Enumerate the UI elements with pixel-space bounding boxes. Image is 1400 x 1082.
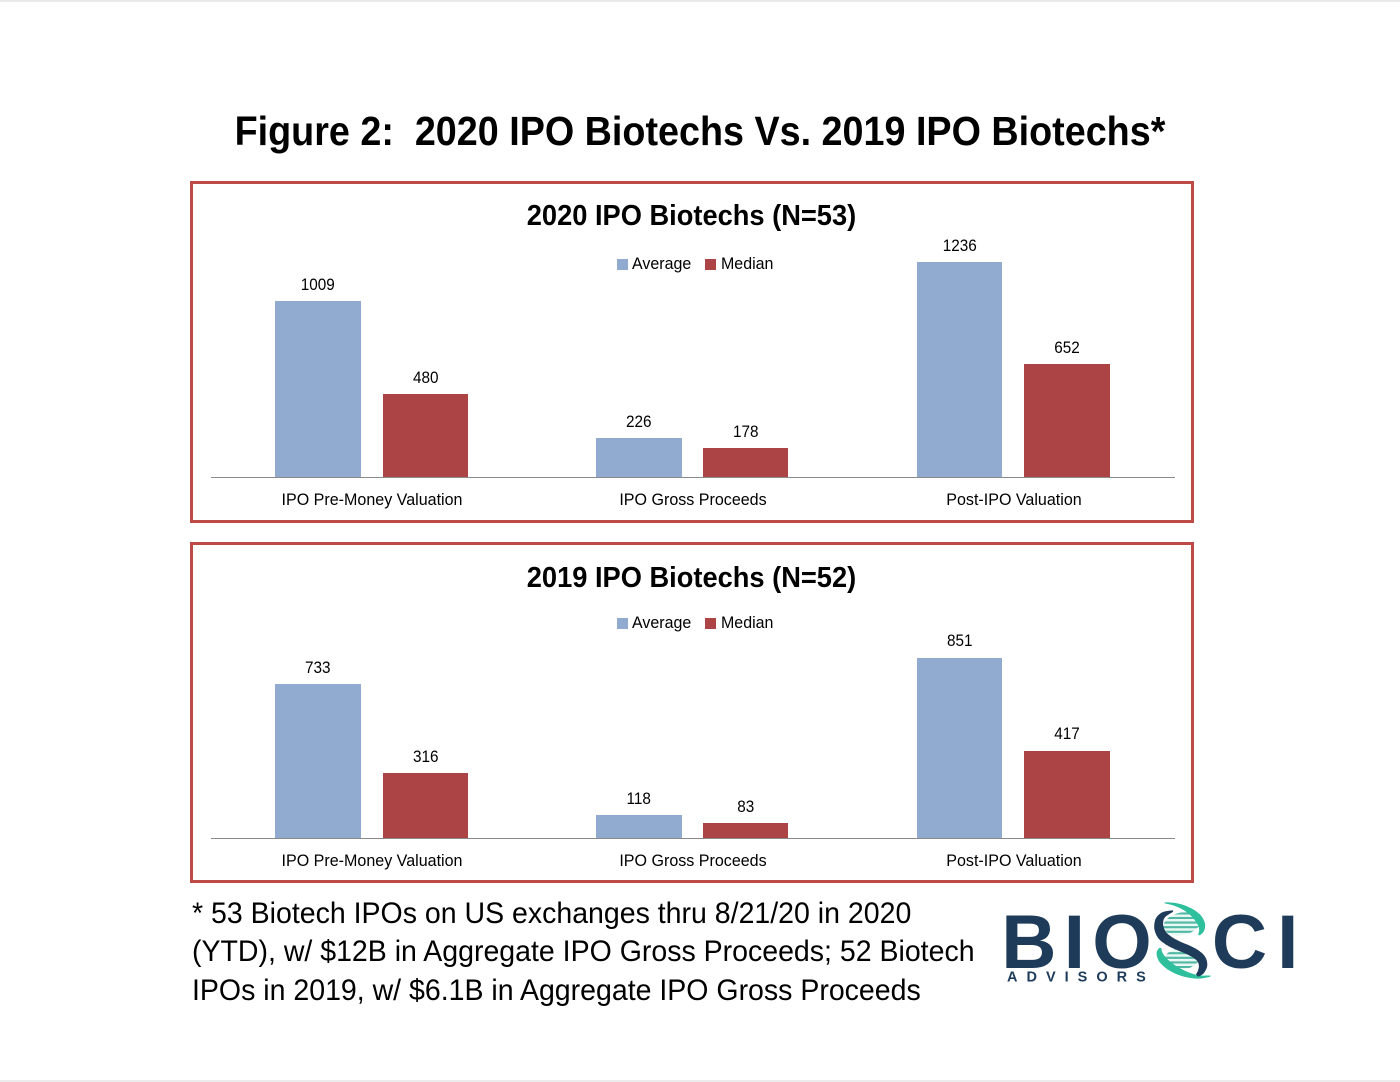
svg-text:CI: CI <box>1212 900 1300 985</box>
svg-text:BIO: BIO <box>1001 900 1159 985</box>
svg-text:ADVISORS: ADVISORS <box>1007 970 1155 986</box>
